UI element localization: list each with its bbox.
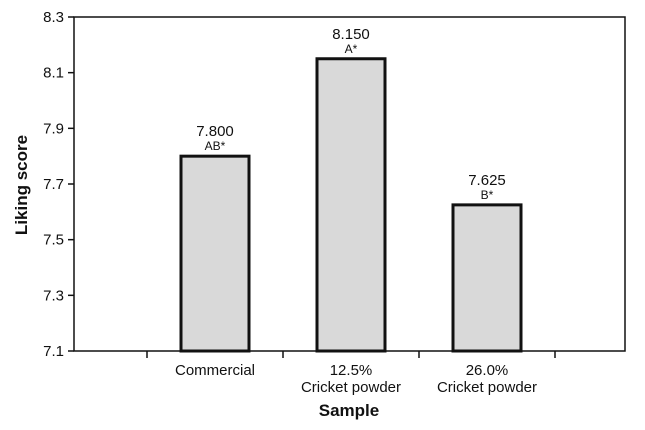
x-tick-label: 26.0% <box>466 362 509 379</box>
x-tick-label: 12.5% <box>330 362 373 379</box>
y-tick-label: 7.3 <box>43 287 64 304</box>
y-tick-label: 8.1 <box>43 65 64 82</box>
data-label-group: B* <box>481 188 494 202</box>
data-label-value: 7.625 <box>468 172 506 189</box>
bar <box>179 154 251 353</box>
bar <box>315 57 387 353</box>
data-label-value: 7.800 <box>196 123 234 140</box>
bars <box>179 57 523 353</box>
y-axis-title: Liking score <box>12 135 31 235</box>
data-label-value: 8.150 <box>332 26 370 43</box>
y-tick-label: 7.1 <box>43 343 64 360</box>
y-tick-label: 8.3 <box>43 9 64 26</box>
data-label-group: AB* <box>205 139 226 153</box>
bar <box>451 203 523 353</box>
x-tick-label: Cricket powder <box>301 379 401 396</box>
x-tick-label: Commercial <box>175 362 255 379</box>
y-tick-label: 7.5 <box>43 232 64 249</box>
x-axis-title: Sample <box>319 401 379 420</box>
data-label-group: A* <box>345 42 358 56</box>
y-tick-label: 7.7 <box>43 176 64 193</box>
y-tick-label: 7.9 <box>43 120 64 137</box>
x-tick-label: Cricket powder <box>437 379 537 396</box>
